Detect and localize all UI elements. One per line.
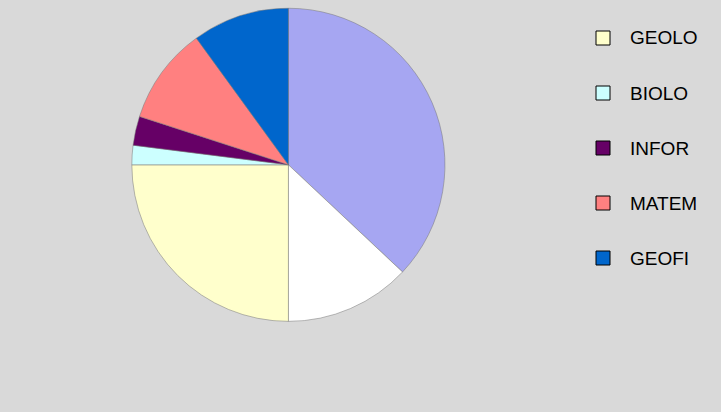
svg-text:GEOFI: GEOFI [630, 248, 689, 269]
svg-text:MATEM: MATEM [630, 193, 697, 214]
svg-text:GEOLO: GEOLO [630, 27, 698, 48]
svg-text:BIOLO: BIOLO [630, 83, 688, 104]
svg-text:INFOR: INFOR [630, 138, 689, 159]
